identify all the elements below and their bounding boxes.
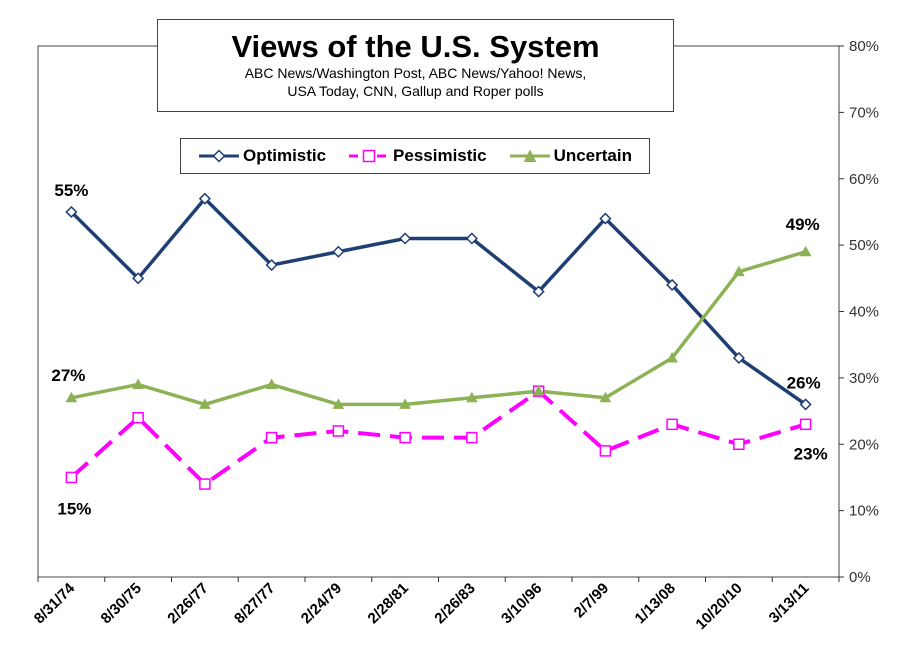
uncertain-point bbox=[199, 398, 211, 409]
diamond-icon bbox=[198, 149, 239, 163]
optimistic-point bbox=[532, 285, 545, 298]
data-label: 26% bbox=[787, 373, 821, 392]
x-tick-label: 8/30/75 bbox=[98, 580, 145, 627]
x-tick-label: 2/7/99 bbox=[571, 580, 613, 622]
uncertain-point bbox=[599, 391, 612, 403]
y-tick-label: 10% bbox=[849, 503, 879, 520]
chart-subtitle-line1: ABC News/Washington Post, ABC News/Yahoo… bbox=[244, 65, 587, 81]
pessimistic-point bbox=[265, 431, 278, 444]
uncertain-point bbox=[532, 385, 545, 396]
optimistic-point bbox=[65, 205, 78, 218]
optimistic-point bbox=[465, 232, 478, 245]
series-line-optimistic bbox=[70, 196, 807, 406]
uncertain-point bbox=[332, 398, 345, 409]
plot-area bbox=[37, 45, 840, 578]
y-tick-label: 0% bbox=[849, 569, 871, 586]
optimistic-point bbox=[599, 212, 612, 225]
uncertain-point bbox=[65, 391, 78, 403]
uncertain-point bbox=[799, 245, 812, 257]
uncertain-point bbox=[399, 398, 411, 409]
chart-title: Views of the U.S. System bbox=[231, 29, 600, 64]
pessimistic-point bbox=[733, 438, 745, 450]
y-tick-label: 50% bbox=[849, 237, 879, 254]
uncertain-point bbox=[132, 378, 144, 390]
uncertain-point bbox=[666, 351, 678, 363]
y-tick-label: 40% bbox=[849, 304, 879, 321]
data-label: 55% bbox=[54, 181, 88, 200]
optimistic-point bbox=[332, 245, 345, 258]
legend-item-uncertain: Uncertain bbox=[509, 146, 632, 166]
pessimistic-point bbox=[332, 425, 345, 437]
uncertain-point bbox=[733, 265, 745, 277]
uncertain-point bbox=[265, 378, 278, 390]
pessimistic-point bbox=[65, 471, 78, 484]
pessimistic-point bbox=[599, 445, 612, 457]
chart-subtitle-line2: USA Today, CNN, Gallup and Roper polls bbox=[287, 83, 544, 99]
triangle-icon bbox=[509, 149, 550, 162]
legend-label-pessimistic: Pessimistic bbox=[393, 146, 487, 165]
pessimistic-point bbox=[399, 431, 411, 444]
optimistic-point bbox=[132, 272, 145, 285]
data-label: 15% bbox=[57, 499, 91, 518]
legend-item-optimistic: Optimistic bbox=[198, 146, 326, 166]
optimistic-point bbox=[732, 351, 745, 365]
y-tick-label: 80% bbox=[849, 38, 879, 55]
x-tick-label: 3/13/11 bbox=[766, 580, 813, 627]
chart-legend: Optimistic Pessimistic Uncertain bbox=[180, 138, 650, 174]
y-tick-label: 70% bbox=[849, 104, 879, 121]
optimistic-point bbox=[799, 398, 812, 411]
y-tick-label: 60% bbox=[849, 171, 879, 188]
optimistic-point bbox=[666, 278, 679, 292]
x-tick-label: 8/31/74 bbox=[31, 579, 79, 627]
pessimistic-point bbox=[132, 411, 144, 424]
optimistic-point bbox=[198, 192, 211, 205]
pessimistic-point bbox=[466, 431, 478, 444]
legend-label-optimistic: Optimistic bbox=[242, 146, 327, 165]
legend-label-uncertain: Uncertain bbox=[553, 146, 632, 165]
x-tick-label: 3/10/96 bbox=[498, 580, 545, 627]
pessimistic-point bbox=[666, 418, 678, 431]
uncertain-point bbox=[466, 391, 478, 403]
data-label: 27% bbox=[51, 366, 85, 385]
pessimistic-point bbox=[199, 478, 211, 490]
x-tick-label: 2/26/83 bbox=[431, 580, 478, 627]
y-tick-label: 20% bbox=[849, 436, 879, 453]
data-label: 49% bbox=[786, 215, 820, 234]
square-icon bbox=[349, 149, 390, 163]
chart-title-box: Views of the U.S. System ABC News/Washin… bbox=[157, 19, 674, 112]
optimistic-point bbox=[399, 232, 412, 245]
x-tick-label: 8/27/77 bbox=[231, 580, 278, 627]
x-tick-label: 2/28/81 bbox=[365, 580, 412, 627]
x-tick-label: 10/20/10 bbox=[692, 580, 745, 633]
optimistic-point bbox=[265, 258, 278, 272]
legend-item-pessimistic: Pessimistic bbox=[348, 146, 487, 166]
x-tick-label: 2/26/77 bbox=[164, 580, 211, 627]
x-tick-label: 1/13/08 bbox=[632, 580, 679, 627]
x-tick-label: 2/24/79 bbox=[298, 580, 345, 627]
pessimistic-point bbox=[799, 418, 812, 431]
series-line-uncertain bbox=[71, 250, 807, 407]
y-tick-label: 30% bbox=[849, 370, 879, 387]
data-label: 23% bbox=[794, 444, 828, 463]
series-line-pessimistic bbox=[70, 389, 807, 487]
